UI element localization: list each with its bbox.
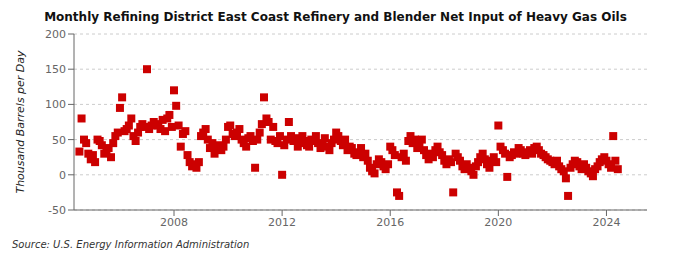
svg-text:2024: 2024 (592, 216, 620, 229)
svg-text:2012: 2012 (268, 216, 296, 229)
svg-text:200: 200 (45, 28, 66, 41)
svg-text:-50: -50 (48, 204, 66, 217)
svg-text:Thousand Barrels per Day: Thousand Barrels per Day (14, 50, 27, 194)
svg-text:2008: 2008 (160, 216, 188, 229)
svg-text:50: 50 (52, 134, 66, 147)
svg-text:100: 100 (45, 98, 66, 111)
svg-text:0: 0 (59, 169, 66, 182)
html-text:Source: U.S. Energy Informatio: Source: U.S. Energy Information Administ… (12, 239, 250, 250)
svg-text:2016: 2016 (376, 216, 404, 229)
svg-text:150: 150 (45, 63, 66, 76)
svg-text:2020: 2020 (484, 216, 512, 229)
html-text:Monthly Refining District East: Monthly Refining District East Coast Ref… (44, 10, 627, 24)
